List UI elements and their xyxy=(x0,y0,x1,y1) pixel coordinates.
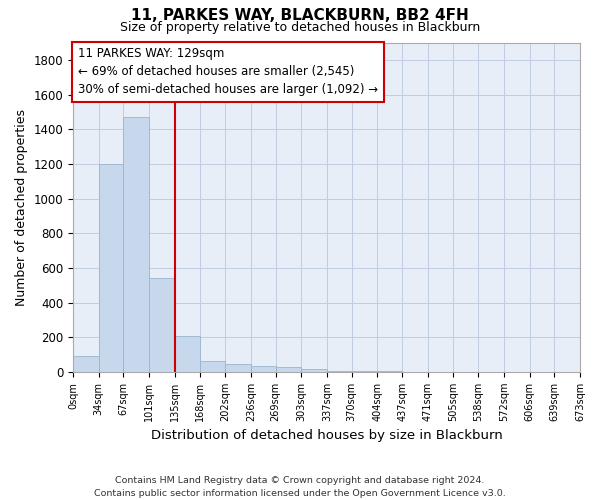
Text: 11, PARKES WAY, BLACKBURN, BB2 4FH: 11, PARKES WAY, BLACKBURN, BB2 4FH xyxy=(131,8,469,22)
Bar xyxy=(73,356,98,372)
Bar xyxy=(301,370,327,372)
Text: Contains HM Land Registry data © Crown copyright and database right 2024.
Contai: Contains HM Land Registry data © Crown c… xyxy=(94,476,506,498)
Bar xyxy=(327,370,352,372)
Bar xyxy=(200,360,225,372)
X-axis label: Distribution of detached houses by size in Blackburn: Distribution of detached houses by size … xyxy=(151,430,502,442)
Bar xyxy=(175,336,200,372)
Bar xyxy=(149,278,175,372)
Y-axis label: Number of detached properties: Number of detached properties xyxy=(15,108,28,306)
Text: 11 PARKES WAY: 129sqm
← 69% of detached houses are smaller (2,545)
30% of semi-d: 11 PARKES WAY: 129sqm ← 69% of detached … xyxy=(78,48,378,96)
Bar xyxy=(275,367,301,372)
Bar xyxy=(225,364,251,372)
Text: Size of property relative to detached houses in Blackburn: Size of property relative to detached ho… xyxy=(120,22,480,35)
Bar xyxy=(98,164,124,372)
Bar xyxy=(124,117,149,372)
Bar xyxy=(352,371,377,372)
Bar xyxy=(251,366,275,372)
